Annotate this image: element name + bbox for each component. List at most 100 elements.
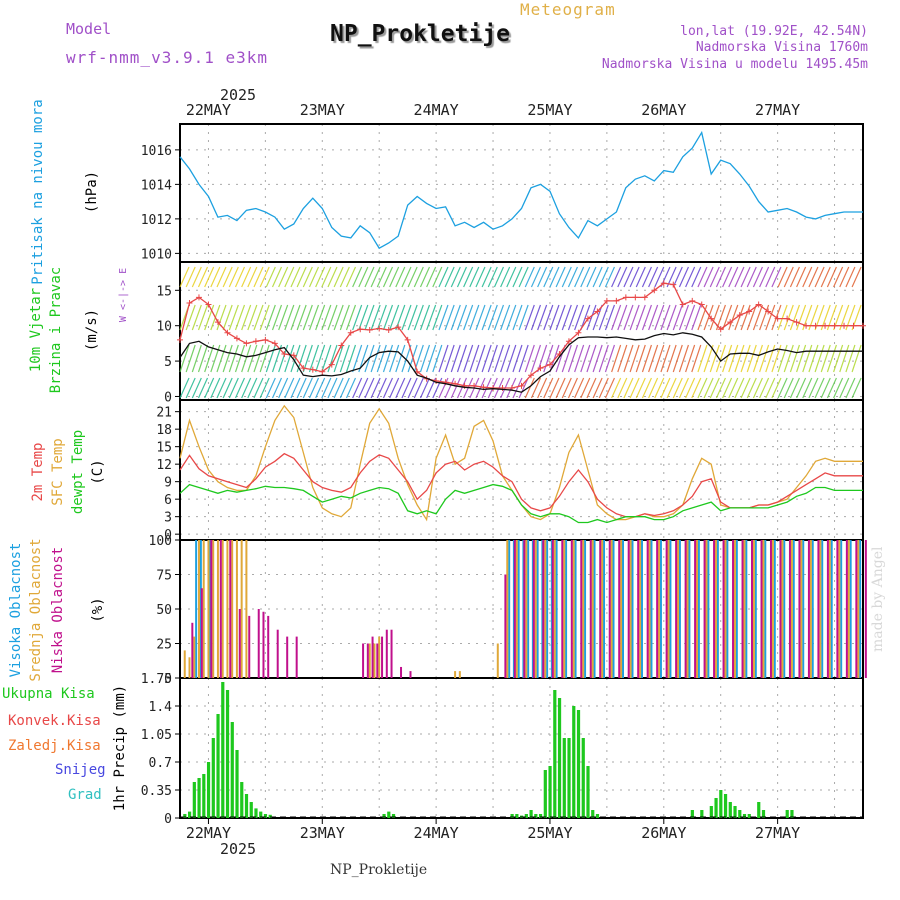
precip-bar: [591, 810, 595, 818]
wind-barb: [814, 266, 825, 288]
wind-barb: [438, 266, 449, 288]
wind-barb: [352, 344, 363, 373]
gust-marker: [290, 352, 297, 359]
wind-barb: [685, 344, 696, 373]
wind-barb: [802, 266, 813, 288]
precip-bar: [183, 814, 187, 818]
precip-bar: [543, 770, 547, 818]
gust-marker: [385, 326, 392, 333]
wind-barb: [752, 344, 764, 373]
wind-barb: [370, 304, 381, 331]
wind-barb: [845, 266, 856, 288]
wind-barb: [364, 304, 375, 331]
precip-bar: [738, 810, 742, 818]
wind-barb: [247, 377, 258, 399]
wind-barb: [500, 266, 511, 288]
wind-barb: [537, 304, 548, 331]
wind-barb: [265, 377, 276, 399]
wind-barb: [191, 344, 202, 373]
gust-marker: [812, 322, 819, 329]
gust-marker: [641, 294, 648, 301]
wind-barb: [752, 304, 763, 331]
precip-bar: [581, 738, 585, 818]
wind-barb: [185, 344, 196, 373]
station-coords: lon,lat (19.92E, 42.54N): [680, 24, 868, 39]
wind-barb: [370, 344, 381, 373]
wind-barb: [395, 266, 406, 288]
x-top-year: 2025: [220, 86, 256, 104]
wind-barb: [623, 344, 634, 373]
wind-barb: [648, 377, 659, 399]
meteogram-subtitle: Meteogram: [520, 0, 616, 19]
wind-barb: [549, 377, 560, 399]
wind-barb: [641, 266, 652, 288]
wind-barb: [265, 304, 276, 331]
wind-barb: [648, 304, 659, 331]
precip-bar: [382, 814, 386, 818]
wind-barb: [765, 304, 776, 331]
wind-barb: [796, 377, 807, 399]
wind-barb: [419, 344, 431, 373]
wind-barb: [543, 266, 554, 288]
wind-barb: [586, 304, 597, 331]
wind-barb: [555, 377, 566, 399]
wind-barb: [666, 377, 677, 399]
wind-barb: [284, 304, 295, 331]
precip-bar: [529, 810, 533, 818]
wind-barb: [358, 266, 369, 288]
wind-barb: [728, 266, 739, 288]
wind-barb: [580, 377, 591, 399]
wind-barb: [308, 344, 320, 373]
wind-barb: [592, 304, 603, 331]
wind-barb: [432, 266, 443, 288]
precip-bar: [733, 806, 737, 818]
precip-bar: [268, 814, 272, 818]
wind-barb: [352, 377, 363, 399]
wind-barb: [204, 377, 215, 399]
wind-barb: [284, 266, 295, 288]
wind-barb: [308, 266, 320, 288]
wind-barb: [456, 304, 468, 331]
wind-barb: [389, 344, 400, 373]
wind-barb: [333, 304, 344, 331]
wind-barb: [389, 304, 400, 331]
wind-barb: [567, 344, 579, 373]
gust-marker: [395, 324, 402, 331]
gust-marker: [603, 297, 610, 304]
wind-barb: [641, 304, 653, 331]
wind-barb: [419, 377, 431, 399]
wind-barb: [234, 266, 246, 288]
wind-barb: [259, 304, 270, 331]
wind-barb: [592, 266, 603, 288]
y-tick-label: 75: [156, 569, 172, 584]
wind-barb: [506, 266, 517, 288]
x-tick-label-bottom: 24MAY: [414, 824, 459, 842]
wind-barb: [604, 266, 615, 288]
precip-bar: [761, 810, 766, 818]
wind-barb: [247, 266, 258, 288]
wind-barb: [228, 304, 239, 331]
wind-barb: [740, 344, 751, 373]
wind-barb: [389, 377, 400, 399]
page-title: NP_Prokletije: [330, 21, 511, 47]
wind-barb: [395, 344, 406, 373]
wind-barb: [376, 344, 387, 373]
wind-barb: [376, 266, 387, 288]
precip-bar: [244, 794, 249, 818]
gust-marker: [252, 338, 259, 345]
wind-barb: [401, 344, 412, 373]
wind-barb: [216, 344, 227, 373]
y-tick-label: 0: [164, 528, 172, 543]
wind-barb: [648, 266, 659, 288]
gust-marker: [546, 361, 553, 368]
wind-barb: [228, 377, 239, 399]
wind-barb: [543, 304, 554, 331]
station-footer: NP_Prokletije: [330, 862, 428, 878]
wind-barb: [592, 377, 603, 399]
wind-barb: [561, 266, 572, 288]
wind-barb: [783, 344, 794, 373]
precip-bar: [524, 814, 528, 818]
gust-marker: [717, 326, 724, 333]
gust-marker: [490, 384, 497, 391]
wind-barb: [308, 377, 320, 399]
